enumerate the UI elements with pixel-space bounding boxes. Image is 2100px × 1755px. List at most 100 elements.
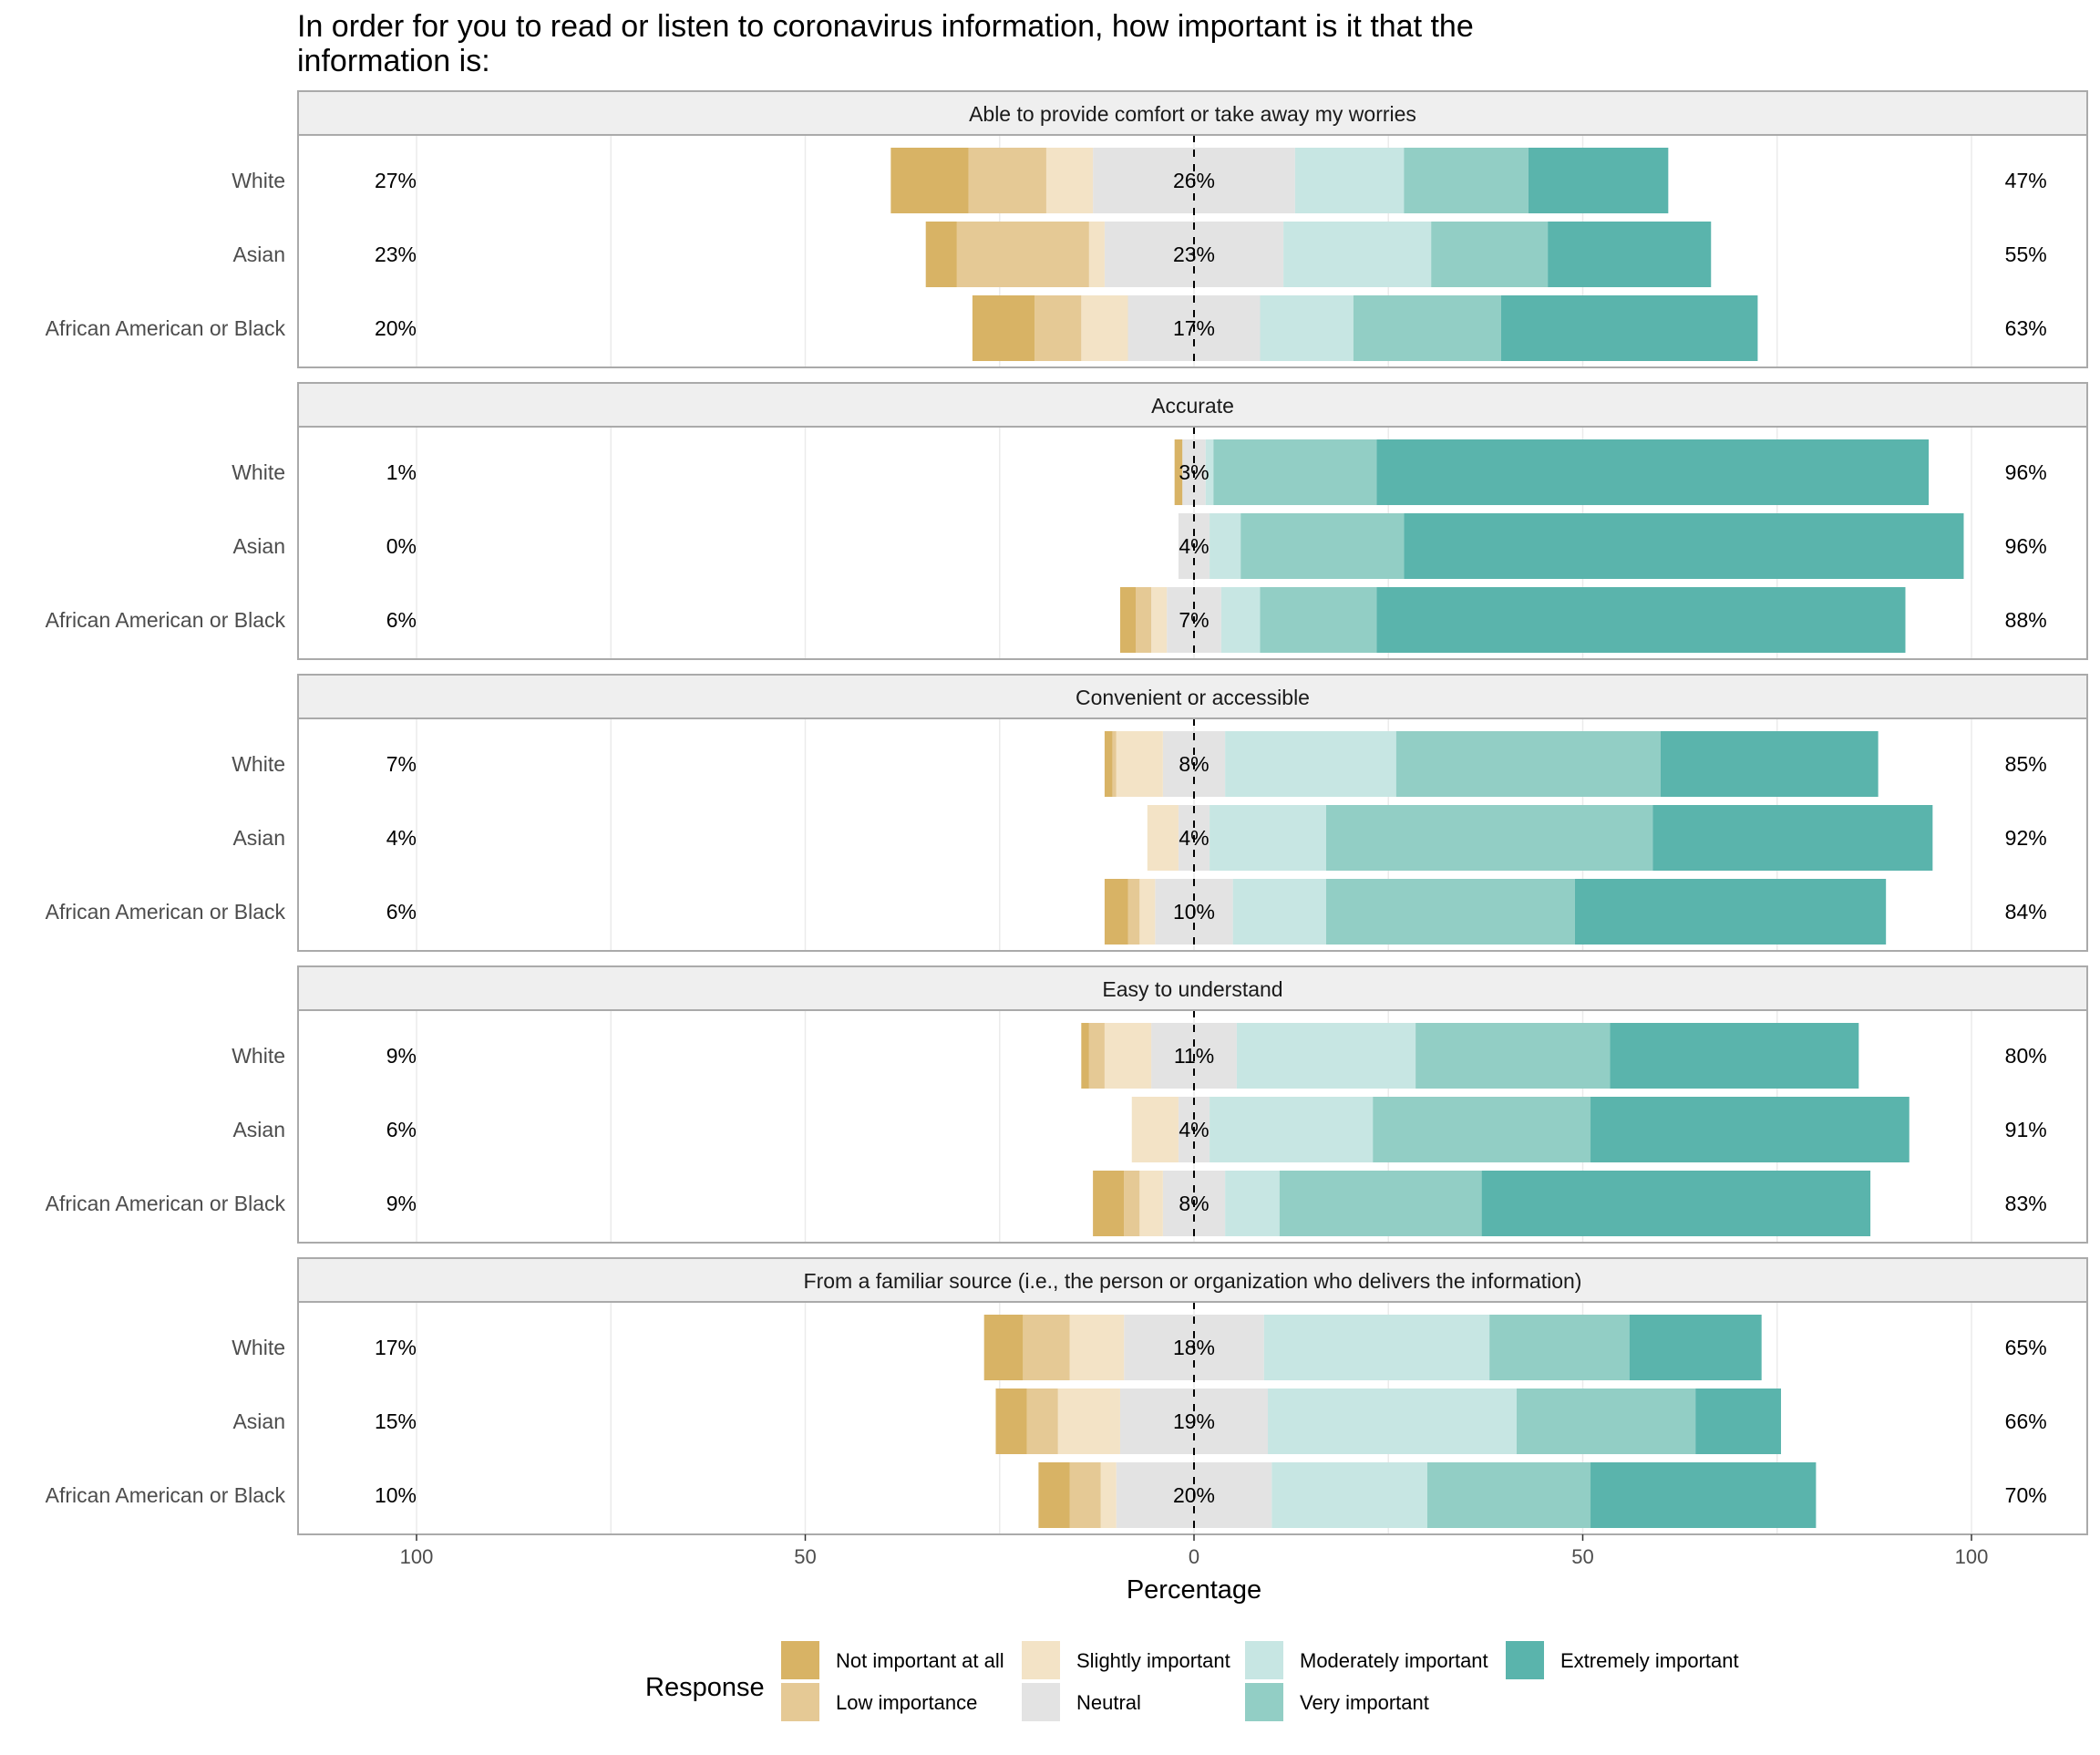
bar-segment: [1093, 1171, 1125, 1236]
bar-segment: [1178, 513, 1194, 579]
bar-segment: [1431, 222, 1549, 287]
bar-segment: [1104, 1023, 1152, 1089]
bar-segment: [1194, 1462, 1272, 1528]
facet-strip-label: Easy to understand: [1102, 977, 1282, 1001]
bar-segment: [956, 222, 1089, 287]
high-percent-label: 65%: [2005, 1336, 2047, 1359]
panel-border: [297, 426, 2088, 660]
facet-strip-label: Accurate: [1151, 394, 1234, 418]
high-percent-label: 70%: [2005, 1483, 2047, 1507]
group-label: African American or Black: [46, 1483, 286, 1507]
facet-strip: [297, 90, 2088, 136]
low-percent-label: 27%: [375, 169, 417, 192]
panel-border: [297, 134, 2088, 368]
group-label: Asian: [232, 243, 285, 266]
bar-segment: [1112, 731, 1117, 797]
bar-segment: [1119, 587, 1137, 653]
bar-segment: [1093, 148, 1194, 213]
bar-segment: [1151, 587, 1168, 653]
bar-segment: [1116, 1462, 1194, 1528]
bar-segment: [1127, 879, 1140, 945]
high-percent-label: 88%: [2005, 608, 2047, 632]
facet-panels: Able to provide comfort or take away my …: [46, 90, 2088, 1535]
bar-segment: [1131, 1097, 1179, 1162]
bar-segment: [1174, 439, 1183, 505]
bar-segment: [1151, 1023, 1194, 1089]
chart-title-line-1: In order for you to read or listen to co…: [297, 9, 1474, 44]
bar-segment: [1139, 1171, 1163, 1236]
bar-segment: [1178, 805, 1194, 871]
low-percent-label: 6%: [386, 608, 417, 632]
bar-segment: [1124, 1315, 1194, 1380]
bar-segment: [1220, 587, 1261, 653]
bar-segment: [1088, 222, 1105, 287]
bar-segment: [1652, 805, 1933, 871]
bar-segment: [1162, 1171, 1194, 1236]
bar-segment: [1194, 879, 1233, 945]
facet-strip-label: From a familiar source (i.e., the person…: [804, 1269, 1582, 1293]
bar-segment: [1271, 1462, 1427, 1528]
bar-segment: [1225, 731, 1396, 797]
legend-item-label: Neutral: [1076, 1691, 1141, 1714]
group-label: Asian: [232, 1118, 285, 1141]
bar-segment: [925, 222, 957, 287]
group-label: White: [232, 1336, 285, 1359]
facet-panel: From a familiar source (i.e., the person…: [46, 1257, 2088, 1535]
low-percent-label: 0%: [386, 534, 417, 558]
high-percent-label: 91%: [2005, 1118, 2047, 1141]
legend-item-label: Not important at all: [836, 1649, 1004, 1672]
legend-item-label: Moderately important: [1300, 1649, 1488, 1672]
x-tick-label: 0: [1189, 1545, 1199, 1568]
low-percent-label: 6%: [386, 900, 417, 924]
bar-segment: [1326, 879, 1575, 945]
group-label: African American or Black: [46, 1192, 286, 1215]
low-percent-label: 4%: [386, 826, 417, 850]
low-percent-label: 23%: [375, 243, 417, 266]
legend-title: Response: [645, 1673, 765, 1702]
bar-segment: [1263, 1315, 1490, 1380]
bar-segment: [1574, 879, 1887, 945]
bar-segment: [1104, 731, 1113, 797]
bar-segment: [1194, 1023, 1237, 1089]
bar-segment: [1194, 1315, 1264, 1380]
bar-segment: [1194, 1389, 1269, 1454]
bar-segment: [1038, 1462, 1070, 1528]
bar-segment: [1194, 731, 1226, 797]
bar-segment: [1194, 587, 1221, 653]
bar-segment: [1268, 1389, 1517, 1454]
bar-segment: [1104, 879, 1128, 945]
bar-segment: [1210, 513, 1241, 579]
high-percent-label: 80%: [2005, 1044, 2047, 1068]
low-percent-label: 17%: [375, 1336, 417, 1359]
high-percent-label: 85%: [2005, 752, 2047, 776]
legend-item-label: Slightly important: [1076, 1649, 1230, 1672]
x-tick-label: 100: [1955, 1545, 1989, 1568]
bar-segment: [1178, 1097, 1194, 1162]
group-label: White: [232, 752, 285, 776]
bar-segment: [1232, 879, 1327, 945]
bar-segment: [1548, 222, 1712, 287]
low-percent-label: 1%: [386, 460, 417, 484]
facet-strip: [297, 1257, 2088, 1303]
bar-segment: [1194, 513, 1210, 579]
high-percent-label: 47%: [2005, 169, 2047, 192]
legend-swatch: [781, 1641, 819, 1679]
bar-segment: [1528, 148, 1669, 213]
facet-strip: [297, 965, 2088, 1011]
legend-swatch: [1022, 1683, 1060, 1721]
bar-segment: [1139, 879, 1156, 945]
facet-strip-label: Able to provide comfort or take away my …: [969, 102, 1416, 126]
bar-segment: [1225, 1171, 1280, 1236]
group-label: African American or Black: [46, 316, 286, 340]
low-percent-label: 10%: [375, 1483, 417, 1507]
bar-segment: [890, 148, 969, 213]
bar-segment: [1026, 1389, 1058, 1454]
bar-segment: [1283, 222, 1432, 287]
bar-segment: [1162, 731, 1194, 797]
bar-segment: [995, 1389, 1027, 1454]
bar-segment: [1404, 148, 1529, 213]
bar-segment: [1205, 439, 1214, 505]
bar-segment: [1167, 587, 1194, 653]
